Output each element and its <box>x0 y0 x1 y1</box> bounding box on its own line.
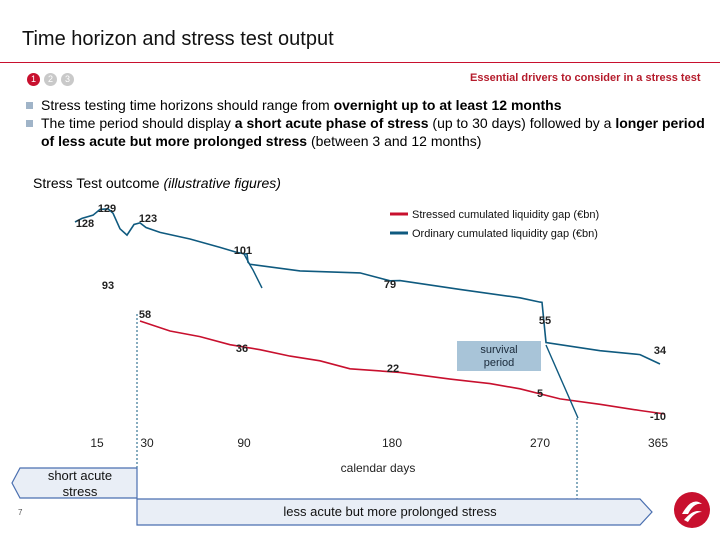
stressed-gap-line <box>139 320 666 415</box>
value-label: 58 <box>139 309 151 321</box>
value-label: 101 <box>234 245 252 257</box>
bank-logo-icon <box>674 492 710 528</box>
bullet-bold-text: a short acute phase of stress <box>234 115 429 131</box>
bullet-list: Stress testing time horizons should rang… <box>26 96 716 150</box>
value-label: 55 <box>539 315 551 327</box>
legend-label-ordinary: Ordinary cumulated liquidity gap (€bn) <box>412 228 598 240</box>
survival-period-box <box>457 341 541 371</box>
outcome-note: (illustrative figures) <box>163 175 281 191</box>
value-label: 128 <box>76 218 94 230</box>
short-phase-label-line1: short acute <box>48 468 112 483</box>
x-tick-label: 15 <box>90 436 104 450</box>
bullet-text: (between 3 and 12 months) <box>307 133 482 149</box>
bullet-text: (up to 30 days) followed by a <box>428 115 616 131</box>
value-label: 5 <box>537 388 543 400</box>
outcome-title: Stress Test outcome <box>33 175 160 191</box>
legend-label-stressed: Stressed cumulated liquidity gap (€bn) <box>412 209 599 221</box>
page-number: 7 <box>18 508 23 517</box>
bullet-square-icon <box>26 102 33 109</box>
bullet-text: Stress testing time horizons should rang… <box>41 97 334 113</box>
bullet-item: Stress testing time horizons should rang… <box>26 96 716 114</box>
x-tick-label: 270 <box>530 436 550 450</box>
long-phase-label: less acute but more prolonged stress <box>283 504 497 519</box>
x-tick-label: 30 <box>140 436 154 450</box>
step-3-indicator[interactable]: 3 <box>61 73 74 86</box>
x-tick-label: 90 <box>237 436 251 450</box>
value-label: 34 <box>654 345 667 357</box>
survival-period-label-line2: period <box>484 357 515 369</box>
short-phase-arrow <box>11 467 138 499</box>
value-label: 22 <box>387 363 399 375</box>
bullet-bold-text: longer period of less acute but more pro… <box>41 115 705 149</box>
long-phase-arrow <box>136 498 653 526</box>
ordinary-gap-line-drop <box>243 253 263 289</box>
ordinary-gap-line <box>74 207 661 365</box>
value-label: -10 <box>650 411 666 423</box>
short-phase-label-line2: stress <box>63 484 98 499</box>
value-label: 93 <box>102 280 114 292</box>
title-divider <box>0 62 720 63</box>
drivers-link[interactable]: Essential drivers to consider in a stres… <box>470 72 701 84</box>
value-label: 129 <box>98 203 116 215</box>
outcome-heading: Stress Test outcome (illustrative figure… <box>33 175 281 191</box>
step-1-indicator[interactable]: 1 <box>27 73 40 86</box>
x-tick-label: 365 <box>648 436 668 450</box>
bullet-bold-text: overnight up to at least 12 months <box>333 97 562 113</box>
bullet-square-icon <box>26 120 33 127</box>
step-2-indicator[interactable]: 2 <box>44 73 57 86</box>
x-axis-label: calendar days <box>341 461 416 475</box>
value-label: 123 <box>139 213 157 225</box>
value-label: 79 <box>384 279 396 291</box>
value-label: 36 <box>236 343 248 355</box>
survival-connector-line <box>545 344 579 419</box>
bullet-item: The time period should display a short a… <box>26 114 716 150</box>
x-tick-label: 180 <box>382 436 402 450</box>
survival-period-label-line1: survival <box>480 344 517 356</box>
bullet-text: The time period should display <box>41 115 235 131</box>
page-title: Time horizon and stress test output <box>22 28 334 50</box>
